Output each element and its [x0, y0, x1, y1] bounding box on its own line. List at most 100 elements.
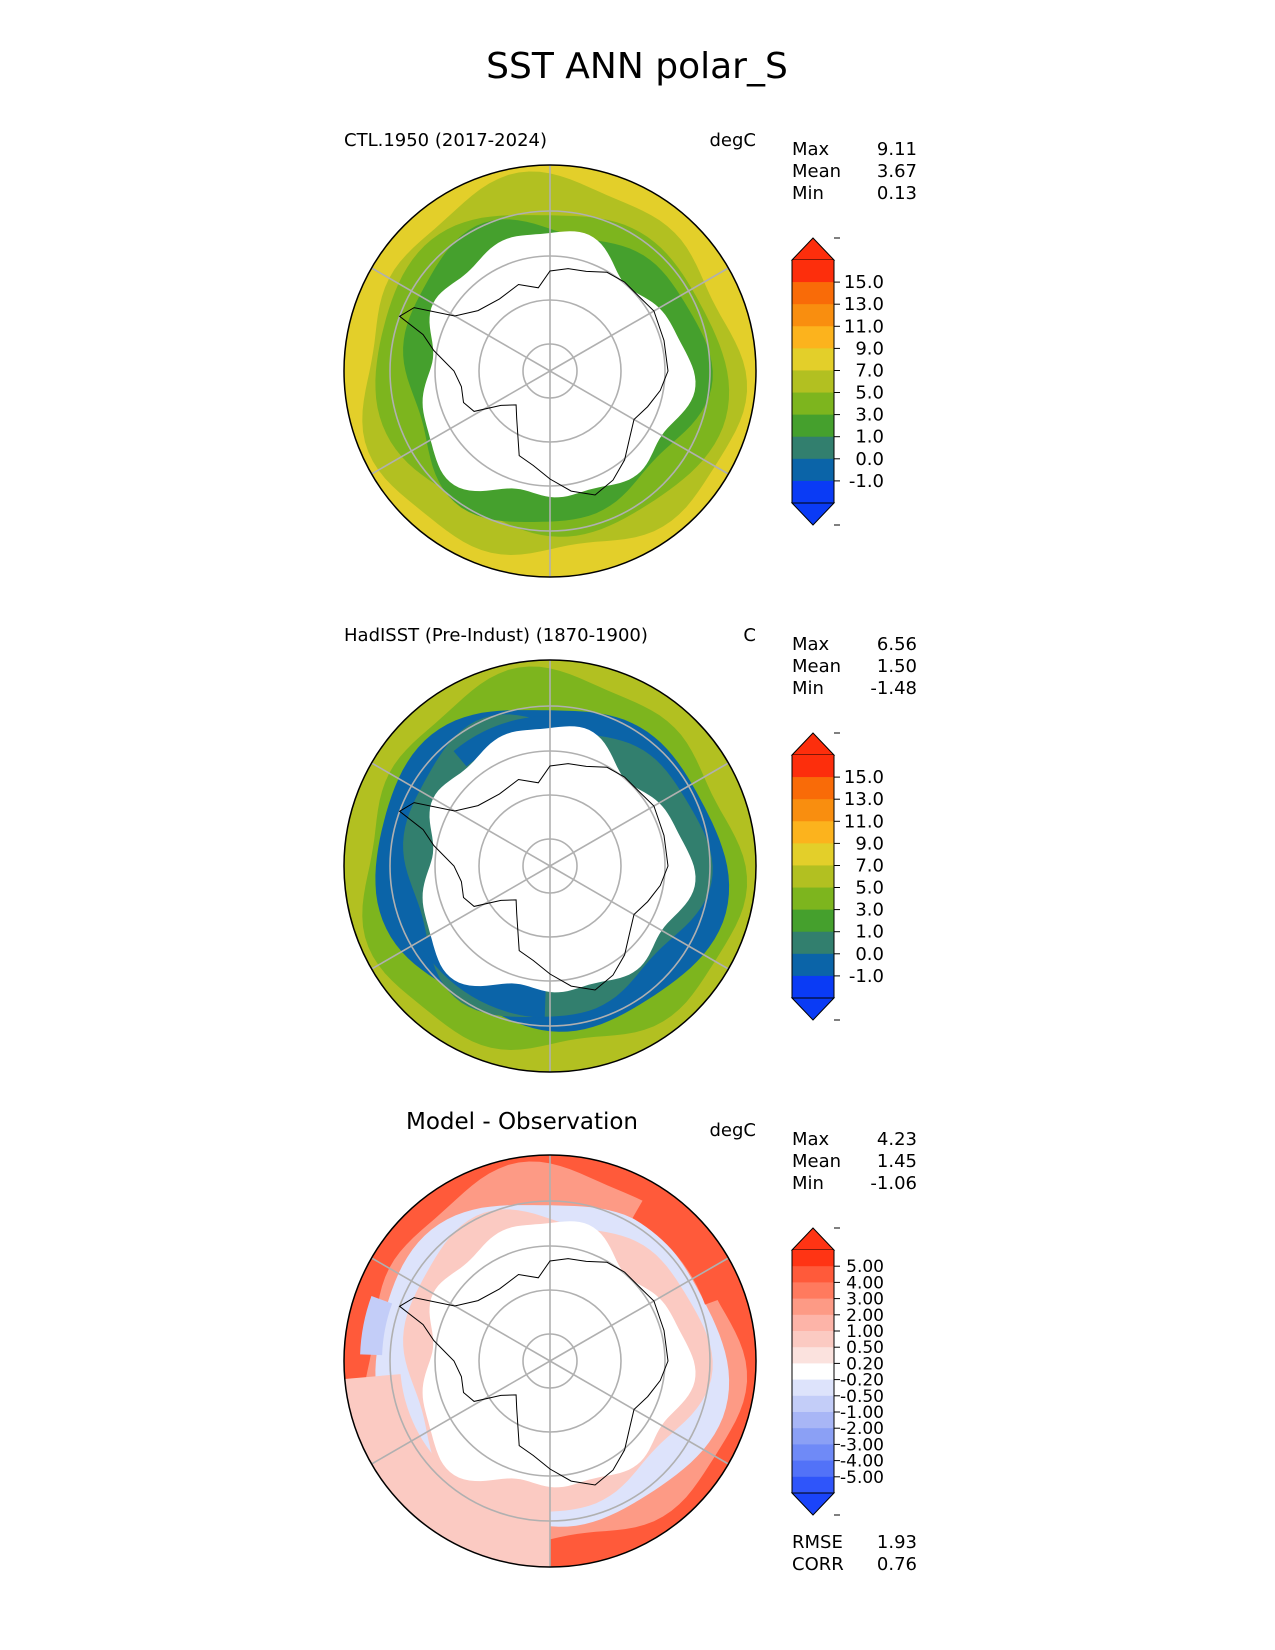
stat-value-max: 6.56	[877, 634, 917, 655]
stat-label-max: Max	[792, 139, 830, 160]
colorbar-band-4	[792, 1314, 834, 1332]
stat-value-min: -1.06	[870, 1173, 917, 1194]
colorbar-label-7: -0.20	[840, 1371, 884, 1391]
diff-light-south	[344, 1374, 550, 1567]
colorbar-band-5	[792, 865, 834, 889]
meridian-line-2	[549, 1257, 729, 1362]
colorbar-outline	[791, 1250, 835, 1493]
map-boundary	[343, 659, 757, 1073]
colorbar-label-3: 2.00	[846, 1306, 884, 1326]
colorbar-label-9: -1.00	[840, 1403, 884, 1423]
colorbar-outline	[791, 755, 835, 998]
colorbar-extend-bottom	[790, 502, 836, 526]
skill-label-corr: CORR	[792, 1554, 844, 1575]
stat-label-mean: Mean	[792, 656, 841, 677]
stat-value-mean: 3.67	[877, 161, 917, 182]
panel-units: C	[743, 625, 756, 646]
colorbar-band-4	[792, 843, 834, 867]
colorbar-band-5	[792, 1331, 834, 1348]
meridian-line-5	[371, 370, 551, 475]
stat-label-min: Min	[792, 678, 824, 699]
colorbar-label-6: 3.0	[855, 900, 884, 921]
panel-units: degC	[710, 130, 757, 151]
meridian-line-3	[549, 865, 729, 970]
colorbar-label-9: -1.0	[849, 471, 884, 492]
colorbar-band-9	[792, 1395, 834, 1413]
colorbar-label-4: 1.00	[846, 1322, 884, 1342]
colorbar-label-7: 1.0	[855, 427, 884, 448]
meridian-line-5	[371, 1360, 551, 1465]
colorbar-label-3: 9.0	[855, 833, 884, 854]
colorbar-band-8	[792, 931, 834, 955]
colorbar-label-1: 13.0	[844, 294, 884, 315]
stat-value-min: -1.48	[870, 678, 917, 699]
map-boundary	[343, 1154, 757, 1568]
colorbar-extend-bottom	[790, 997, 836, 1021]
stat-value-mean: 1.45	[877, 1151, 917, 1172]
map-field	[344, 165, 756, 577]
panel-units: degC	[710, 1120, 757, 1141]
colorbar-band-6	[792, 887, 834, 911]
colorbar-label-5: 0.50	[846, 1338, 884, 1358]
colorbar-label-5: 5.0	[855, 878, 884, 899]
stat-value-min: 0.13	[877, 183, 917, 204]
colorbar-band-9	[792, 953, 834, 977]
colorbar-label-8: 0.0	[855, 944, 884, 965]
colorbar-band-0	[792, 260, 834, 283]
colorbar-label-2: 11.0	[844, 811, 884, 832]
meridian-line-6	[371, 1257, 551, 1362]
colorbar-label-12: -4.00	[840, 1452, 884, 1472]
colorbar-label-2: 3.00	[846, 1290, 884, 1310]
map-panel-2: HadISST (Pre-Indust) (1870-1900) C Max 6.56…	[343, 625, 917, 1073]
colorbar-band-14	[792, 1476, 834, 1494]
colorbar-extend-top	[790, 732, 836, 756]
sea-ice-region	[422, 231, 696, 498]
colorbar-band-0	[792, 755, 834, 778]
panel-title: CTL.1950 (2017-2024)	[344, 130, 547, 151]
skill-value-corr: 0.76	[877, 1554, 917, 1575]
meridian-line-5	[371, 865, 551, 970]
colorbar-band-1	[792, 777, 834, 800]
colorbar-extend-bottom	[790, 1492, 836, 1516]
stat-label-mean: Mean	[792, 161, 841, 182]
meridian-line-6	[371, 762, 551, 867]
stat-label-max: Max	[792, 634, 830, 655]
map-panel-3: Model - Observation degC Max 4.23 Mean 1.45 Mi…	[343, 1109, 917, 1575]
colorbar-label-7: 1.0	[855, 922, 884, 943]
colorbar-label-4: 7.0	[855, 856, 884, 877]
stat-label-max: Max	[792, 1129, 830, 1150]
colorbar-band-3	[792, 326, 834, 349]
colorbar-label-3: 9.0	[855, 338, 884, 359]
stat-value-max: 4.23	[877, 1129, 917, 1150]
map-field	[344, 1155, 756, 1567]
colorbar-label-8: -0.50	[840, 1387, 884, 1407]
colorbar: 15.013.011.09.07.05.03.01.00.0-1.0	[790, 732, 884, 1021]
colorbar-label-6: 3.0	[855, 405, 884, 426]
colorbar-label-9: -1.0	[849, 966, 884, 987]
antarctica-coastline	[398, 268, 669, 496]
colorbar-band-2	[792, 304, 834, 327]
colorbar-label-5: 5.0	[855, 383, 884, 404]
diff-warm-east	[632, 1182, 744, 1305]
colorbar-band-2	[792, 799, 834, 822]
meridian-line-3	[549, 1360, 729, 1465]
colorbar-band-8	[792, 436, 834, 460]
colorbar-band-0	[792, 1250, 834, 1267]
antarctica-coastline	[398, 763, 669, 991]
colorbar-band-7	[792, 909, 834, 933]
sea-ice-region	[422, 1221, 696, 1488]
colorbar: 5.004.003.002.001.000.500.20-0.20-0.50-1…	[790, 1227, 884, 1516]
map-panel-1: CTL.1950 (2017-2024) degC Max 9.11 Mean 3.67 M…	[343, 130, 917, 578]
skill-value-rmse: 1.93	[877, 1532, 917, 1553]
colorbar: 15.013.011.09.07.05.03.01.00.0-1.0	[790, 237, 884, 526]
colorbar-band-7	[792, 414, 834, 438]
colorbar-band-13	[792, 1460, 834, 1478]
colorbar-band-3	[792, 1298, 834, 1316]
meridian-line-2	[549, 267, 729, 372]
colorbar-band-10	[792, 1412, 834, 1429]
colorbar-label-10: -2.00	[840, 1419, 884, 1439]
map-field	[344, 660, 756, 1072]
colorbar-band-10	[792, 975, 834, 999]
colorbar-band-2	[792, 1282, 834, 1300]
